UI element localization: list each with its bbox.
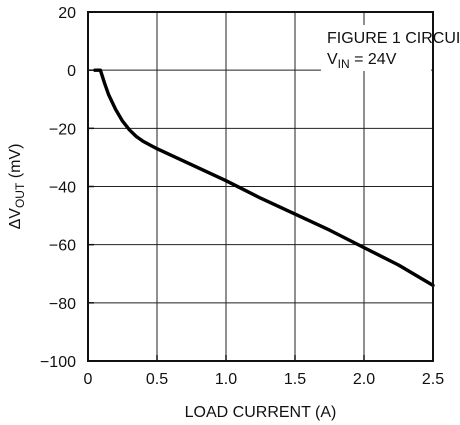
annotation-background	[321, 25, 431, 71]
annotation-line-2-prefix: V	[327, 51, 338, 68]
y-tick-label: −80	[49, 296, 76, 313]
y-tick-label: −60	[49, 238, 76, 255]
x-tick-labels: 0 0.5 1.0 1.5 2.0 2.5	[84, 371, 445, 388]
y-axis-label-suffix: (mV)	[7, 144, 24, 183]
x-axis-label: LOAD CURRENT (A)	[185, 404, 337, 421]
y-tick-label: −100	[40, 354, 76, 371]
y-tick-label: 20	[58, 5, 76, 22]
y-tick-label: −20	[49, 121, 76, 138]
tick-marks	[87, 11, 434, 362]
series-line	[93, 68, 435, 288]
y-axis-label: ΔVOUT (mV)	[7, 144, 27, 230]
x-tick-label: 0	[84, 371, 93, 388]
curve-layer	[93, 68, 435, 288]
annotation-line-1: FIGURE 1 CIRCUIT	[327, 30, 460, 47]
annotation-line-2-suffix: = 24V	[350, 51, 397, 68]
y-tick-labels: −100 −80 −60 −40 −20 0 20	[40, 5, 76, 371]
x-tick-label: 2.0	[353, 371, 375, 388]
x-tick-label: 2.5	[422, 371, 444, 388]
y-tick-label: −40	[49, 180, 76, 197]
annotation-line-2-subscript: IN	[338, 57, 350, 71]
x-tick-label: 0.5	[146, 371, 168, 388]
annotation-line-2: VIN = 24V	[327, 51, 397, 71]
y-axis-label-prefix: ΔV	[7, 208, 24, 230]
chart-annotation: FIGURE 1 CIRCUIT VIN = 24V	[321, 25, 460, 71]
y-tick-label: 0	[67, 63, 76, 80]
x-tick-label: 1.5	[284, 371, 306, 388]
y-axis-label-subscript: OUT	[13, 182, 27, 208]
x-tick-label: 1.0	[215, 371, 237, 388]
